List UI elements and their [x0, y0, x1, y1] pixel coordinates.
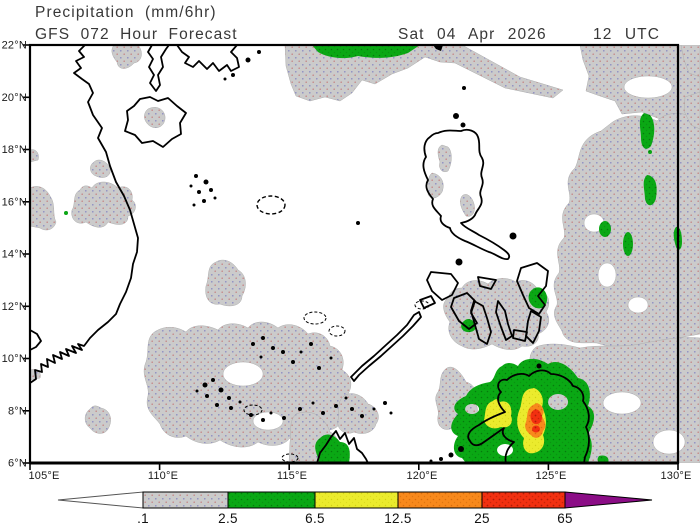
coastline-busuanga	[419, 295, 436, 309]
lon-axis	[29, 462, 679, 470]
lat-label: 12°N	[2, 301, 27, 313]
valid-date: Sat 04 Apr 2026	[398, 26, 547, 43]
sulu-archipelago-islands	[429, 363, 542, 463]
colorbar-value: 25	[474, 511, 490, 525]
coastline-luzon	[422, 128, 511, 260]
coastline-bohol	[512, 329, 528, 342]
valid-time: 12 UTC	[593, 26, 660, 43]
coastline-mindoro	[426, 271, 459, 301]
colorbar-segment-red	[481, 491, 566, 509]
lon-label: 105°E	[28, 470, 59, 482]
coastline-taiwan-south-tip	[433, 45, 443, 51]
lat-label: 18°N	[2, 144, 27, 156]
coastline-mindanao	[467, 369, 590, 463]
lat-label: 10°N	[2, 353, 27, 365]
lat-axis	[23, 44, 31, 464]
coastline-palawan	[350, 311, 422, 382]
coastline-vietnam-china	[30, 45, 139, 384]
colorbar-segment-green	[227, 491, 316, 509]
lat-labels: 22°N 20°N 18°N 16°N 14°N 12°N 10°N 8°N 6…	[2, 40, 27, 470]
colorbar-segment-orange	[397, 491, 483, 509]
header: Precipitation (mm/6hr) GFS 072 Hour Fore…	[35, 4, 660, 43]
coastline-masbate	[477, 276, 497, 290]
colorbar-value: 6.5	[305, 511, 325, 525]
model-forecast-label: GFS 072 Hour Forecast	[35, 26, 238, 43]
babuyan-batanes-islands	[223, 50, 466, 128]
coastline-leyte	[525, 310, 542, 344]
spratly-islands-reefs	[195, 336, 393, 422]
coastline-borneo-sabah	[316, 430, 369, 463]
scarborough-shoal	[356, 221, 360, 225]
page-title: Precipitation (mm/6hr)	[35, 4, 217, 21]
coastline-panay	[450, 292, 478, 330]
lat-label: 22°N	[2, 40, 27, 52]
colorbar-segment-gray	[142, 491, 229, 509]
red-shading-intense-precip	[530, 409, 542, 433]
lat-label: 8°N	[8, 405, 27, 417]
coastline-cebu	[495, 300, 513, 341]
coastline-guangdong	[176, 45, 240, 72]
precip-shading-layer	[30, 45, 700, 463]
colorbar-value: .1	[137, 511, 149, 525]
colorbar-value: 12.5	[384, 511, 411, 525]
paracel-islands	[189, 174, 217, 207]
lat-label: 14°N	[2, 249, 27, 261]
lat-label: 16°N	[2, 196, 27, 208]
lon-label: 115°E	[277, 470, 307, 482]
shoal-outlines	[243, 300, 430, 463]
coastline-hainan-island	[124, 96, 187, 148]
lon-label: 120°E	[406, 470, 437, 482]
lat-label: 6°N	[8, 458, 27, 470]
lon-label: 130°E	[660, 470, 691, 482]
catanduanes-island	[509, 232, 517, 240]
colorbar-value: 65	[557, 511, 573, 525]
colorbar-tick-labels: .1 2.5 6.5 12.5 25 65	[137, 511, 573, 525]
coastline-leizhou-peninsula	[147, 45, 170, 92]
coastline-gulf-of-thailand	[30, 329, 42, 351]
coastline-layer	[30, 45, 590, 463]
colorbar-segment-yellow	[314, 491, 399, 509]
colorbar-arrow-above-max	[564, 491, 653, 509]
lon-label: 125°E	[535, 470, 566, 482]
lat-label: 20°N	[2, 92, 27, 104]
lon-labels: 105°E 110°E 115°E 120°E 125°E 130°E	[28, 470, 691, 482]
colorbar: .1 2.5 6.5 12.5 25 65	[57, 491, 653, 525]
coastline-samar	[516, 262, 549, 315]
marinduque-island	[455, 258, 463, 266]
macclesfield-bank-outline	[256, 195, 286, 215]
lon-label: 110°E	[148, 470, 178, 482]
colorbar-value: 2.5	[218, 511, 238, 525]
